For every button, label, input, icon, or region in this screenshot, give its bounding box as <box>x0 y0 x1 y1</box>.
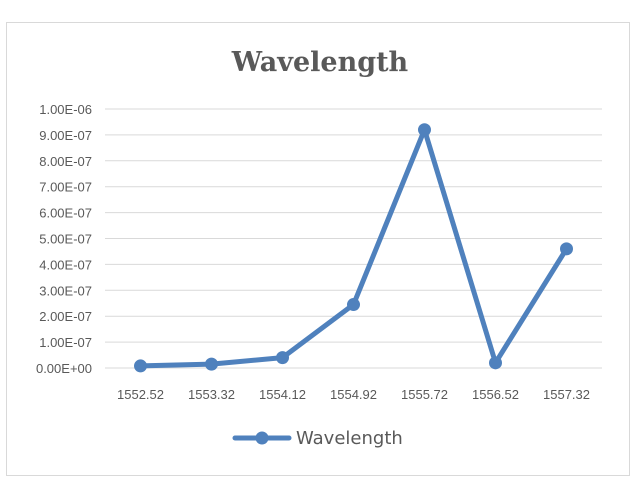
y-tick-label: 8.00E-07 <box>39 154 92 169</box>
data-point <box>489 356 502 370</box>
y-tick-label: 3.00E-07 <box>39 283 92 298</box>
legend-label: Wavelength <box>296 428 403 449</box>
x-tick-label: 1552.52 <box>117 387 164 402</box>
x-tick-label: 1554.12 <box>259 387 306 402</box>
y-tick-label: 9.00E-07 <box>39 128 92 143</box>
y-tick-label: 0.00E+00 <box>36 361 92 376</box>
chart-title: Wavelength <box>231 47 409 78</box>
legend: Wavelength <box>232 428 403 449</box>
x-tick-label: 1555.72 <box>401 387 448 402</box>
x-tick-label: 1557.32 <box>543 387 590 402</box>
chart-frame <box>6 22 630 476</box>
y-tick-label: 7.00E-07 <box>39 180 92 195</box>
data-point <box>560 242 573 256</box>
data-point <box>134 359 147 373</box>
data-point <box>276 351 289 365</box>
y-tick-label: 1.00E-06 <box>39 102 92 117</box>
x-tick-label: 1554.92 <box>330 387 377 402</box>
data-point <box>205 357 218 371</box>
series-line <box>138 127 569 369</box>
y-tick-label: 6.00E-07 <box>39 206 92 221</box>
y-tick-label: 2.00E-07 <box>39 309 92 324</box>
data-point <box>418 123 431 137</box>
y-tick-label: 5.00E-07 <box>39 232 92 247</box>
data-point <box>347 298 360 312</box>
x-tick-label: 1556.52 <box>472 387 519 402</box>
y-tick-label: 4.00E-07 <box>39 257 92 272</box>
legend-marker <box>255 431 269 445</box>
y-tick-label: 1.00E-07 <box>39 335 92 350</box>
x-tick-label: 1553.32 <box>188 387 235 402</box>
